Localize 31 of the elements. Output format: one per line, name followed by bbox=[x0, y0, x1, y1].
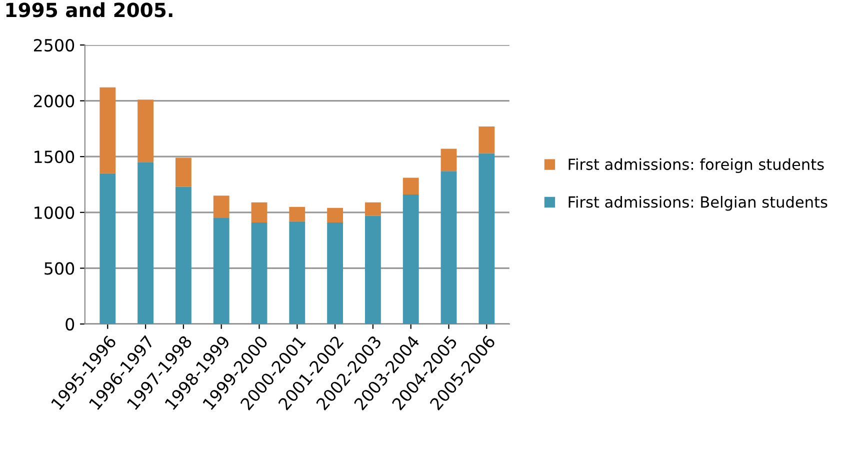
legend-label: First admissions: foreign students bbox=[568, 158, 824, 174]
bar bbox=[402, 178, 419, 195]
bar bbox=[402, 194, 419, 324]
bar bbox=[251, 202, 268, 222]
bar bbox=[364, 202, 381, 216]
y-tick-label: 500 bbox=[44, 262, 74, 275]
y-tick-label: 0 bbox=[66, 318, 74, 331]
bar bbox=[175, 158, 192, 187]
y-tick-label: 1000 bbox=[34, 206, 74, 219]
bar bbox=[478, 153, 495, 324]
bar bbox=[251, 222, 268, 324]
bar bbox=[478, 126, 495, 154]
bar bbox=[440, 171, 457, 324]
bar bbox=[213, 196, 230, 218]
bar bbox=[100, 87, 116, 174]
bar bbox=[213, 218, 230, 324]
bar bbox=[289, 221, 306, 324]
legend-label: First admissions: Belgian students bbox=[568, 196, 828, 211]
y-tick-label: 2000 bbox=[34, 94, 74, 108]
bar bbox=[138, 100, 154, 162]
bar bbox=[327, 208, 344, 222]
bar bbox=[175, 186, 192, 324]
bar bbox=[440, 148, 457, 172]
bar bbox=[138, 162, 154, 324]
bar bbox=[100, 173, 116, 324]
chart-title: 1995 and 2005. bbox=[6, 2, 172, 18]
bar bbox=[289, 206, 306, 222]
y-tick-label: 2500 bbox=[34, 38, 74, 52]
bar bbox=[364, 216, 381, 324]
y-tick-label: 1500 bbox=[34, 150, 74, 164]
bar bbox=[327, 222, 344, 324]
